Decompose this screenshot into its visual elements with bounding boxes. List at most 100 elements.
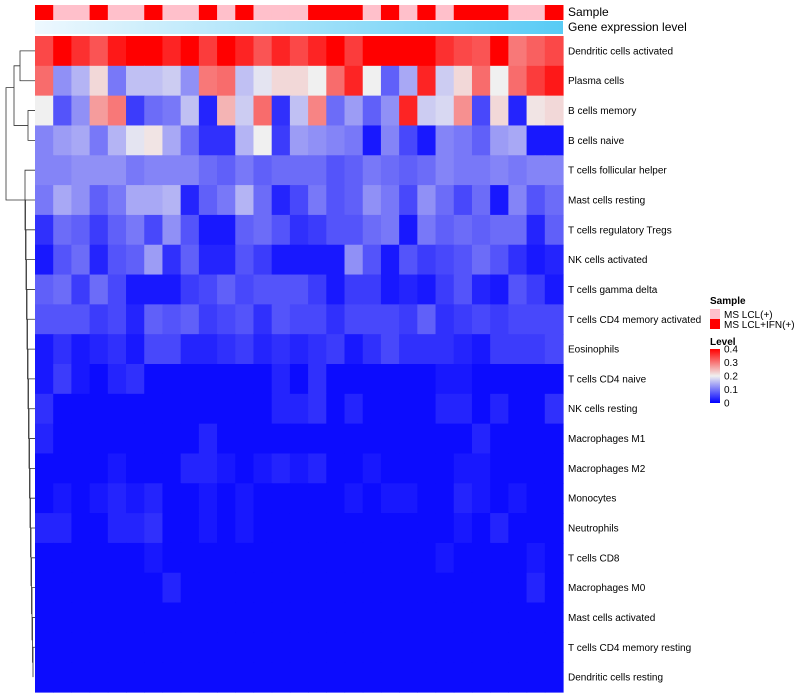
heatmap-cell bbox=[453, 155, 473, 186]
level-colorbar bbox=[710, 349, 720, 403]
heatmap-cell bbox=[344, 393, 364, 425]
heatmap-cell bbox=[508, 364, 528, 395]
heatmap-cell bbox=[308, 155, 327, 186]
heatmap-cell bbox=[35, 364, 54, 395]
sample-cell bbox=[544, 5, 564, 20]
level-tick-label: 0.2 bbox=[724, 372, 738, 383]
heatmap-cell bbox=[253, 244, 273, 276]
sample-cell bbox=[344, 5, 364, 20]
heatmap-cell bbox=[362, 304, 382, 335]
heatmap-cell bbox=[380, 214, 400, 246]
heatmap-cell bbox=[126, 423, 145, 455]
heatmap-cell bbox=[217, 125, 236, 156]
heatmap-cell bbox=[217, 632, 236, 663]
heatmap-cell bbox=[380, 155, 400, 186]
heatmap-cell bbox=[344, 364, 364, 395]
heatmap-cell bbox=[544, 542, 564, 574]
heatmap-cell bbox=[308, 632, 327, 663]
heatmap-cell bbox=[35, 632, 54, 663]
heatmap-cell bbox=[326, 214, 346, 246]
heatmap-cell bbox=[71, 185, 91, 216]
heatmap-cell bbox=[271, 274, 291, 305]
heatmap-cell bbox=[326, 393, 346, 425]
heatmap-cell bbox=[544, 274, 564, 305]
heatmap-cell bbox=[544, 185, 564, 216]
heatmap-cell bbox=[107, 95, 127, 127]
sample-cell bbox=[198, 5, 218, 20]
heatmap-cell bbox=[453, 364, 473, 395]
heatmap-cell bbox=[362, 95, 382, 127]
heatmap-cell bbox=[417, 602, 437, 633]
sample-cell bbox=[107, 5, 127, 20]
level-tick-label: 0.4 bbox=[724, 345, 738, 356]
sample-cell bbox=[271, 5, 291, 20]
heatmap-cell bbox=[435, 423, 455, 455]
heatmap-cell bbox=[490, 513, 509, 544]
heatmap-cell bbox=[435, 632, 455, 663]
heatmap-cell bbox=[253, 453, 273, 484]
heatmap-cell bbox=[435, 572, 455, 604]
heatmap-cell bbox=[453, 572, 473, 604]
heatmap-cell bbox=[53, 542, 73, 574]
heatmap-cell bbox=[508, 453, 528, 484]
heatmap-cell bbox=[362, 274, 382, 305]
heatmap-cell bbox=[235, 632, 255, 663]
heatmap-cell bbox=[380, 542, 400, 574]
heatmap-cell bbox=[308, 304, 327, 335]
heatmap-cell bbox=[417, 513, 437, 544]
heatmap-cell bbox=[526, 95, 546, 127]
heatmap-cell bbox=[126, 65, 145, 97]
heatmap-cell bbox=[53, 125, 73, 156]
heatmap-cell bbox=[417, 36, 437, 67]
heatmap-cell bbox=[453, 65, 473, 97]
heatmap-cell bbox=[453, 423, 473, 455]
heatmap-cell bbox=[399, 453, 418, 484]
heatmap-cell bbox=[399, 65, 418, 97]
heatmap-cell bbox=[35, 125, 54, 156]
heatmap-cell bbox=[526, 542, 546, 574]
heatmap-cell bbox=[417, 364, 437, 395]
heatmap-cell bbox=[508, 602, 528, 633]
heatmap-cell bbox=[380, 244, 400, 276]
heatmap-cell bbox=[271, 65, 291, 97]
heatmap-cell bbox=[417, 95, 437, 127]
heatmap-cell bbox=[435, 155, 455, 186]
heatmap-cell bbox=[162, 483, 182, 514]
heatmap-cell bbox=[453, 334, 473, 365]
heatmap-cell bbox=[453, 513, 473, 544]
heatmap-cell bbox=[508, 542, 528, 574]
heatmap-cell bbox=[217, 513, 236, 544]
heatmap-cell bbox=[271, 304, 291, 335]
heatmap-cell bbox=[144, 513, 164, 544]
row-label: T cells CD8 bbox=[568, 553, 620, 564]
heatmap-cell bbox=[490, 453, 509, 484]
heatmap-cell bbox=[435, 542, 455, 574]
heatmap-cell bbox=[144, 274, 164, 305]
heatmap-cell bbox=[126, 602, 145, 633]
heatmap-cell bbox=[490, 483, 509, 514]
heatmap-cell bbox=[107, 274, 127, 305]
heatmap-cell bbox=[417, 542, 437, 574]
heatmap-cell bbox=[271, 364, 291, 395]
heatmap-cell bbox=[89, 602, 109, 633]
heatmap-cell bbox=[526, 304, 546, 335]
heatmap-cell bbox=[490, 542, 509, 574]
legend-swatch-ms-lcl bbox=[710, 309, 720, 319]
heatmap-cell bbox=[198, 244, 218, 276]
heatmap-cell bbox=[71, 393, 91, 425]
heatmap-cell bbox=[380, 95, 400, 127]
heatmap-cell bbox=[235, 65, 255, 97]
heatmap-cell bbox=[89, 662, 109, 693]
heatmap-cell bbox=[344, 542, 364, 574]
heatmap-cell bbox=[126, 125, 145, 156]
heatmap-cell bbox=[508, 65, 528, 97]
heatmap-cell bbox=[253, 334, 273, 365]
heatmap-cell bbox=[271, 125, 291, 156]
heatmap-cell bbox=[217, 334, 236, 365]
heatmap-cell bbox=[53, 393, 73, 425]
heatmap-cell bbox=[198, 632, 218, 663]
heatmap-cell bbox=[89, 483, 109, 514]
heatmap-cell bbox=[35, 393, 54, 425]
heatmap-cell bbox=[144, 304, 164, 335]
heatmap-cell bbox=[35, 214, 54, 246]
